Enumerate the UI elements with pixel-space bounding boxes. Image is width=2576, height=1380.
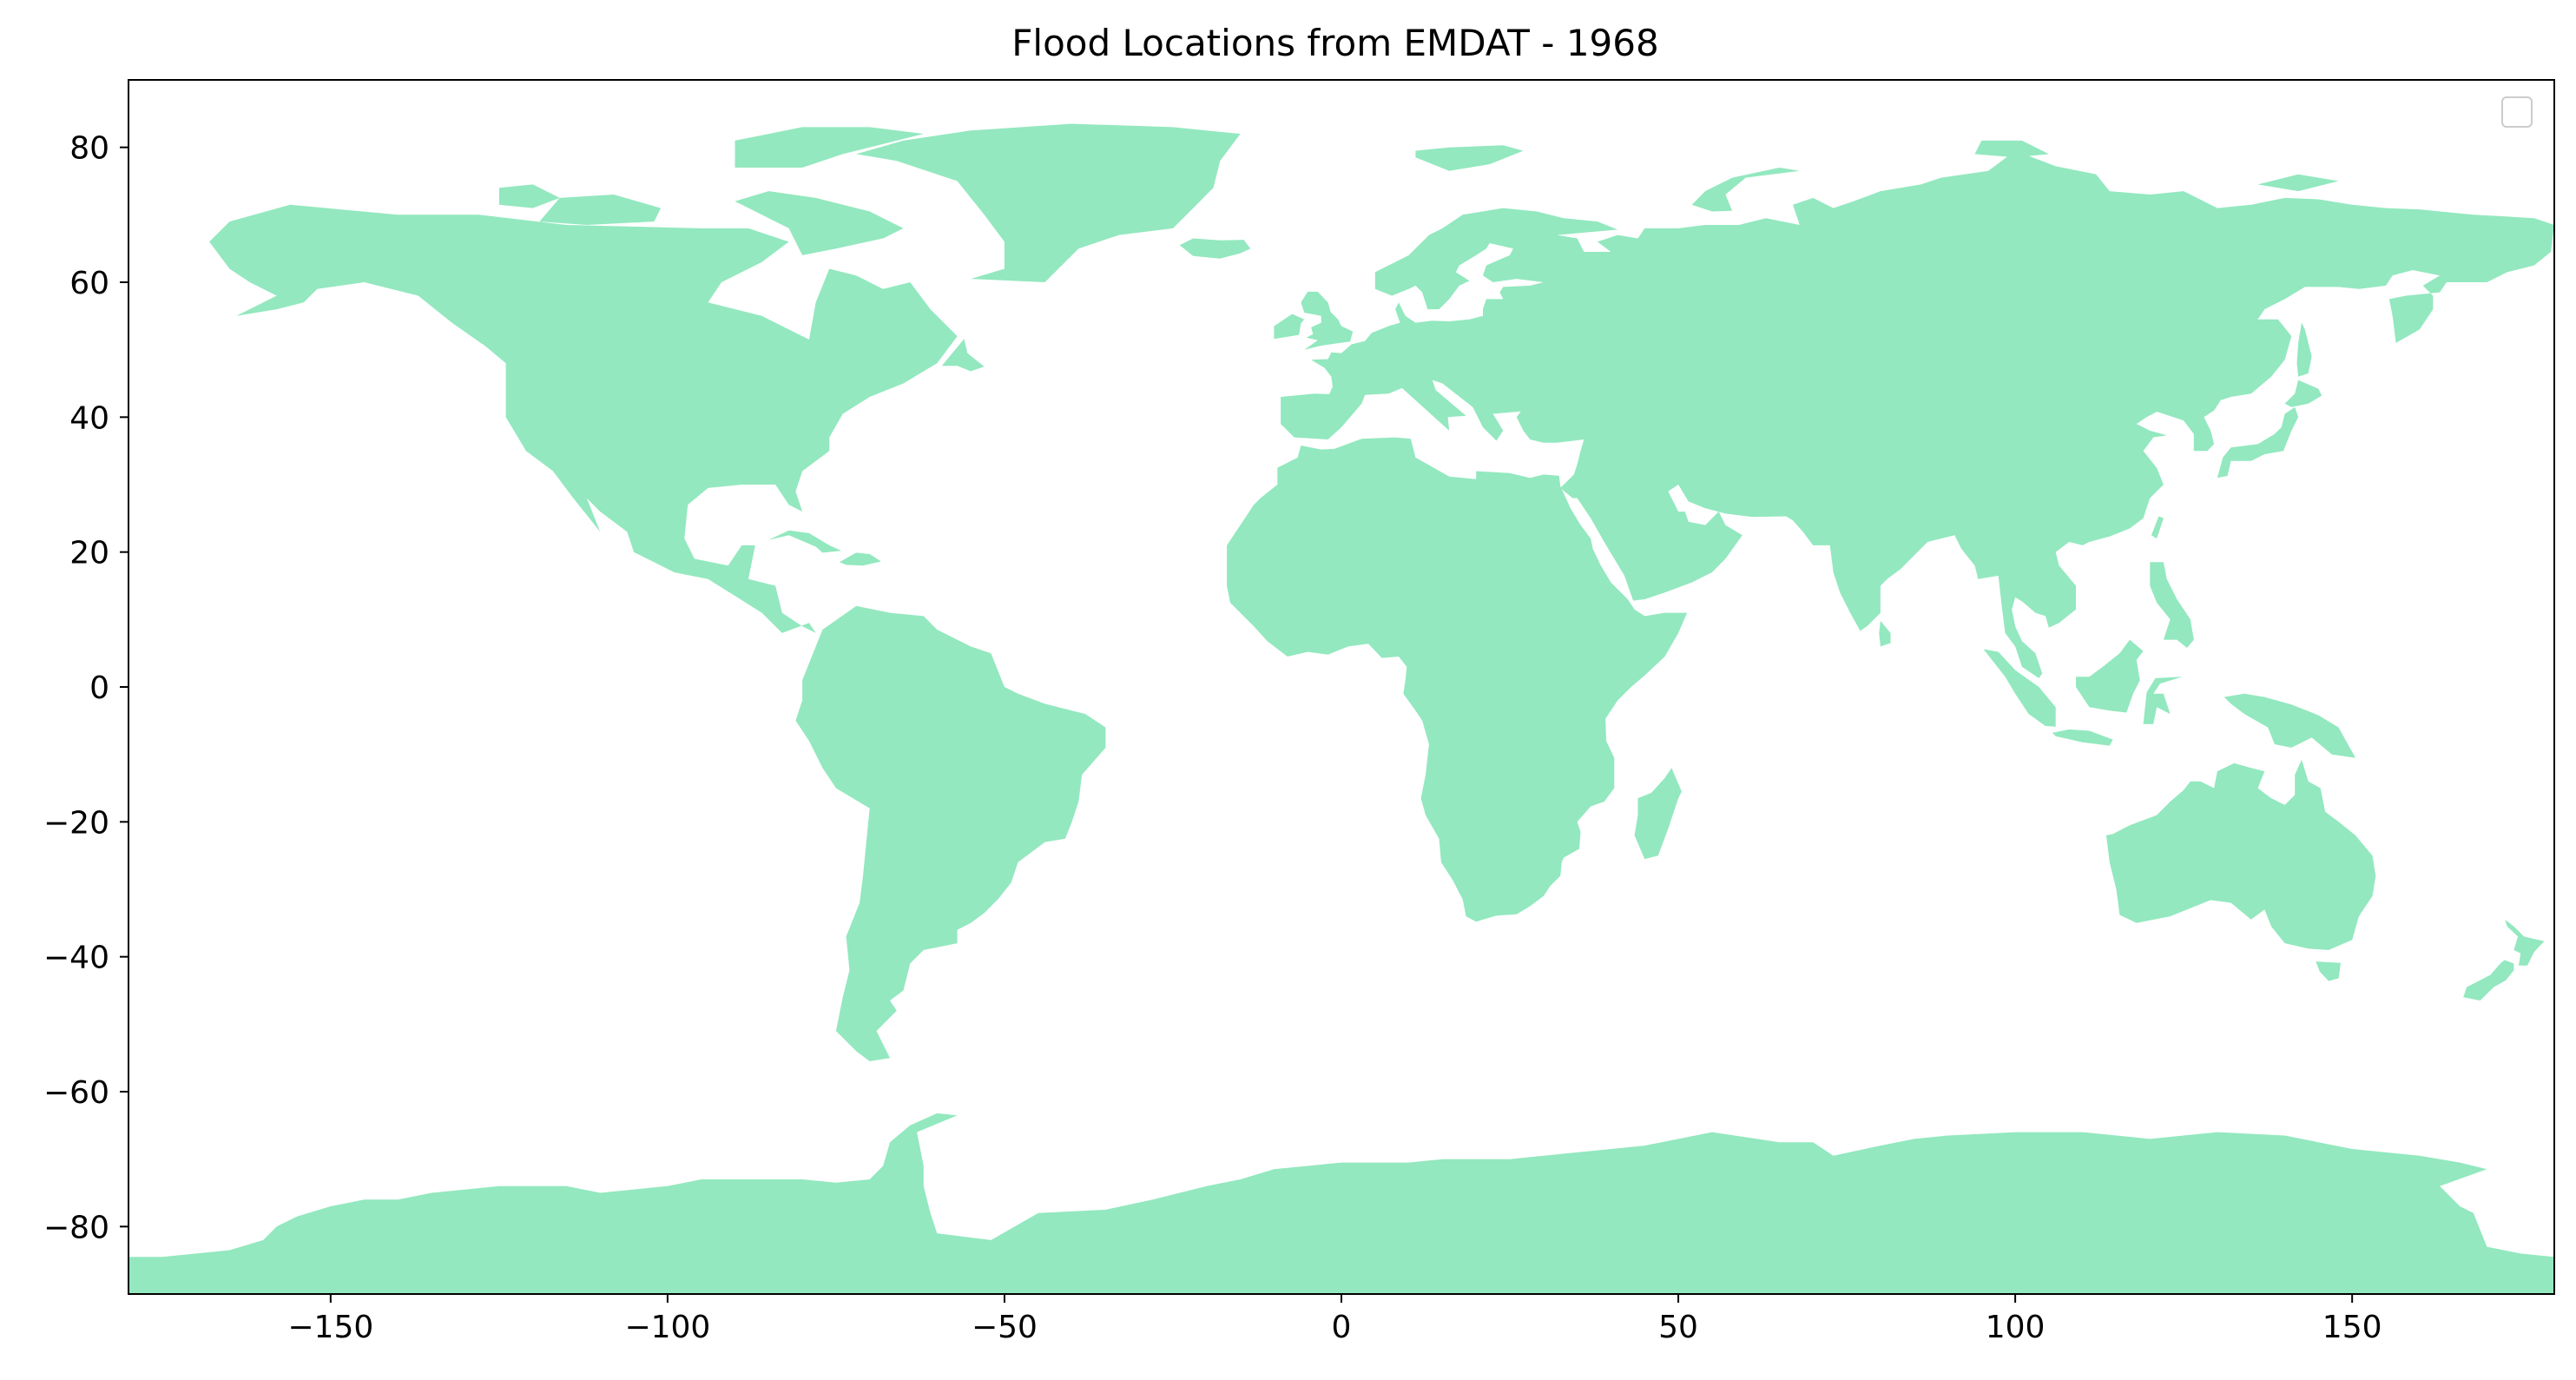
landmass-philippines xyxy=(2150,562,2194,648)
landmass-hispaniola xyxy=(839,552,881,566)
y-tick-label: 0 xyxy=(89,670,109,706)
landmass-britain xyxy=(1301,291,1354,350)
landmass-cuba xyxy=(768,530,842,553)
landmass-severnaya-zemlya xyxy=(1974,140,2049,158)
landmass-victoria-island xyxy=(539,195,662,225)
landmass-europe-asia xyxy=(1281,150,2554,678)
landmass-iceland xyxy=(1179,238,1251,259)
plot-area xyxy=(128,80,2554,1294)
y-tick-label: 60 xyxy=(69,266,109,301)
landmass-new-siberian-islands xyxy=(2257,174,2339,192)
x-axis: −150 −100 −50 0 50 100 150 xyxy=(287,1294,2382,1345)
y-tick-label: 20 xyxy=(69,536,109,571)
x-tick-label: 150 xyxy=(2322,1310,2382,1345)
landmass-ellesmere-island xyxy=(735,127,924,168)
landmass-svalbard xyxy=(1415,145,1524,171)
y-tick-label: 40 xyxy=(69,400,109,436)
x-tick-label: 0 xyxy=(1332,1310,1352,1345)
landmass-south-america xyxy=(795,605,1106,1061)
landmass-newfoundland xyxy=(941,339,985,372)
landmass-banks-island xyxy=(498,184,560,208)
landmass-sakhalin xyxy=(2296,322,2312,377)
landmass-africa xyxy=(1227,437,1688,922)
landmass-ireland xyxy=(1274,314,1305,340)
x-tick-label: 100 xyxy=(1986,1310,2046,1345)
landmass-borneo xyxy=(2076,639,2144,713)
landmass-sri-lanka xyxy=(1879,620,1891,647)
x-tick-label: −150 xyxy=(287,1310,373,1345)
landmass-baffin-island xyxy=(735,191,904,255)
x-tick-label: −50 xyxy=(972,1310,1038,1345)
y-axis: −80 −60 −40 −20 0 20 40 60 80 xyxy=(43,131,128,1245)
legend-box xyxy=(2501,96,2533,128)
landmass-sumatra xyxy=(1983,649,2056,727)
chart-title: Flood Locations from EMDAT - 1968 xyxy=(1011,22,1658,64)
landmass-australia xyxy=(2105,759,2376,950)
x-tick-label: 50 xyxy=(1658,1310,1698,1345)
y-tick-label: −80 xyxy=(43,1210,109,1245)
landmass-new-zealand-south xyxy=(2463,960,2514,1001)
landmass-madagascar xyxy=(1634,768,1682,860)
land-layer xyxy=(128,123,2554,1294)
landmass-novaya-zemlya xyxy=(1691,168,1800,212)
x-tick-label: −100 xyxy=(624,1310,710,1345)
landmass-taiwan xyxy=(2151,516,2164,539)
landmass-greenland xyxy=(856,123,1241,282)
y-tick-label: 80 xyxy=(69,131,109,167)
y-tick-label: −60 xyxy=(43,1075,109,1111)
landmass-north-america xyxy=(209,204,958,633)
landmass-new-zealand-north xyxy=(2505,919,2545,966)
landmass-antarctica xyxy=(128,1113,2554,1294)
y-tick-label: −40 xyxy=(43,941,109,976)
landmass-new-guinea xyxy=(2224,693,2355,758)
landmass-sulawesi xyxy=(2143,677,2183,724)
landmass-tasmania xyxy=(2316,961,2341,981)
landmass-hokkaido xyxy=(2284,380,2322,407)
landmass-java xyxy=(2052,729,2113,746)
y-tick-label: −20 xyxy=(43,805,109,841)
landmass-japan xyxy=(2217,406,2299,479)
